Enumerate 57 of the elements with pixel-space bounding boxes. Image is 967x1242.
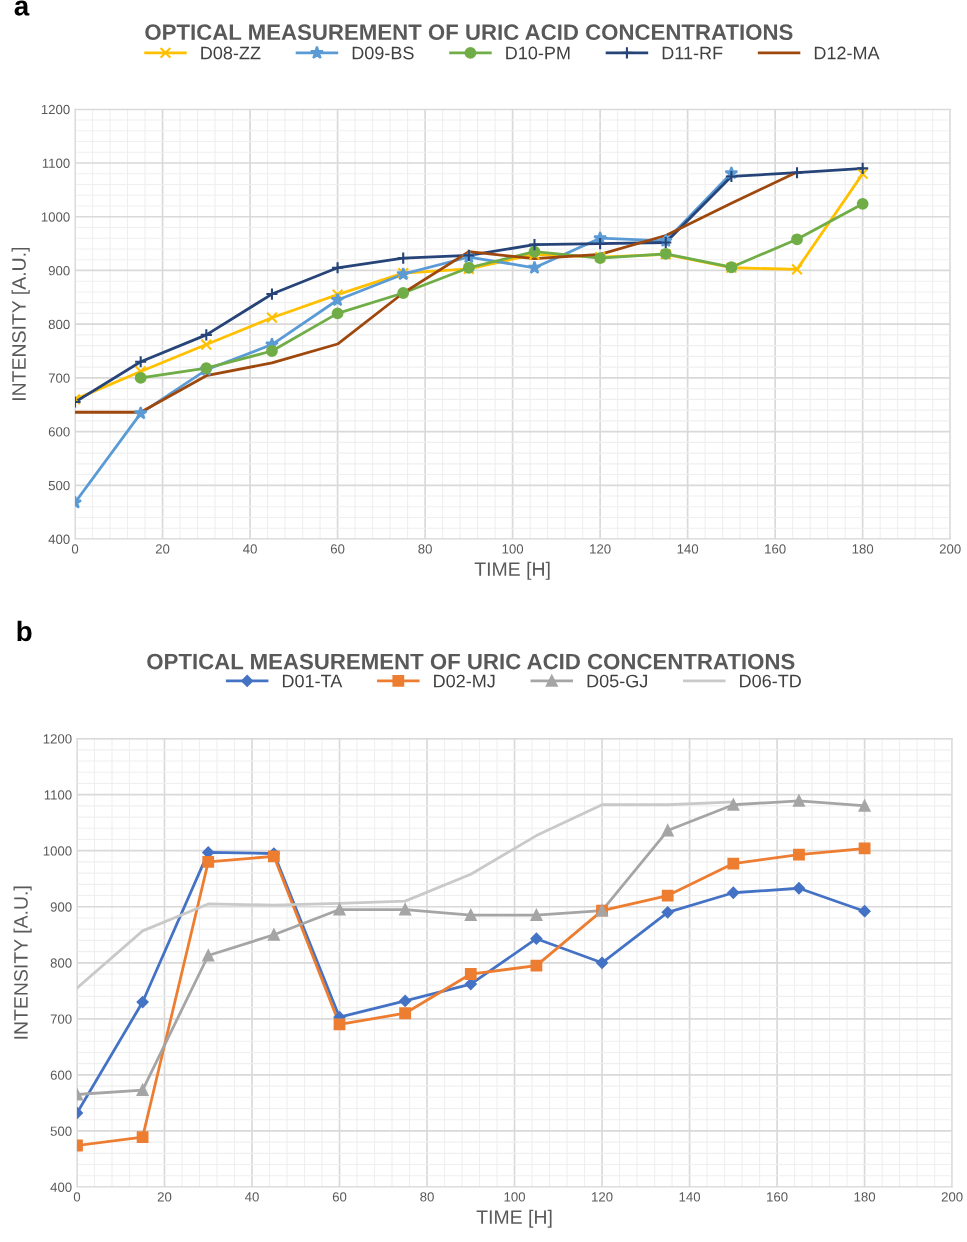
legend-label: D08-ZZ bbox=[201, 46, 261, 60]
x-tick-label: 40 bbox=[243, 544, 257, 554]
y-tick-label: 1200 bbox=[41, 104, 70, 115]
chart-title: OPTICAL MEASUREMENT OF URIC ACID CONCENTRATIONS bbox=[147, 653, 795, 670]
y-axis-title: INTENSITY [A.U.] bbox=[13, 886, 32, 1039]
x-tick-label: 160 bbox=[767, 1192, 788, 1202]
x-tick-label: 80 bbox=[420, 1192, 434, 1202]
x-tick-label: 60 bbox=[330, 544, 345, 554]
x-tick-label: 200 bbox=[941, 1192, 963, 1202]
y-tick-label: 500 bbox=[48, 480, 70, 491]
x-tick-label: 0 bbox=[71, 544, 79, 554]
x-tick-label: 100 bbox=[502, 544, 524, 554]
y-tick-label: 600 bbox=[48, 427, 70, 437]
y-tick-label: 700 bbox=[48, 373, 70, 383]
y-tick-label: 1100 bbox=[44, 790, 72, 800]
legend-label: D02-MJ bbox=[434, 674, 495, 688]
x-tick-label: 20 bbox=[155, 544, 170, 554]
y-tick-label: 400 bbox=[50, 1182, 72, 1192]
legend-label: D06-TD bbox=[740, 674, 801, 688]
y-tick-label: 700 bbox=[50, 1014, 72, 1024]
x-tick-label: 120 bbox=[590, 544, 611, 554]
y-axis-title: INTENSITY [A.U.] bbox=[11, 247, 30, 400]
y-tick-label: 600 bbox=[50, 1070, 72, 1080]
legend-label: D05-GJ bbox=[587, 674, 647, 688]
y-tick-label: 1100 bbox=[42, 158, 70, 168]
x-tick-label: 120 bbox=[592, 1192, 613, 1202]
x-axis-title: TIME [H] bbox=[474, 561, 550, 580]
y-tick-label: 400 bbox=[48, 534, 70, 544]
legend-label: D09-BS bbox=[352, 46, 414, 60]
text: b bbox=[17, 620, 32, 642]
y-tick-label: 500 bbox=[50, 1126, 72, 1136]
y-tick-label: 1000 bbox=[43, 846, 72, 856]
legend-label: D10-PM bbox=[506, 46, 570, 60]
x-tick-label: 60 bbox=[332, 1192, 347, 1202]
x-tick-label: 0 bbox=[73, 1192, 81, 1202]
text: a bbox=[14, 0, 30, 16]
y-tick-label: 800 bbox=[50, 958, 72, 968]
y-tick-label: 900 bbox=[48, 266, 70, 276]
x-tick-label: 20 bbox=[157, 1192, 172, 1202]
x-tick-label: 100 bbox=[504, 1192, 526, 1202]
legend-label: D01-TA bbox=[282, 674, 343, 688]
x-tick-label: 160 bbox=[765, 544, 786, 554]
legend-label: D12-MA bbox=[814, 46, 880, 60]
legend-label: D11-RF bbox=[662, 46, 723, 60]
x-tick-label: 140 bbox=[679, 1192, 701, 1202]
x-tick-label: 180 bbox=[854, 1192, 876, 1202]
x-tick-label: 180 bbox=[852, 544, 874, 554]
chart-title: OPTICAL MEASUREMENT OF URIC ACID CONCENTRATIONS bbox=[145, 24, 793, 41]
y-tick-label: 800 bbox=[48, 319, 70, 330]
y-tick-label: 1000 bbox=[41, 212, 70, 222]
x-axis-title: TIME [H] bbox=[476, 1209, 552, 1228]
y-tick-label: 1200 bbox=[43, 734, 72, 744]
x-tick-label: 40 bbox=[244, 1192, 259, 1202]
x-tick-label: 80 bbox=[418, 544, 432, 554]
x-tick-label: 140 bbox=[677, 544, 699, 554]
y-tick-label: 900 bbox=[50, 902, 72, 912]
x-tick-label: 200 bbox=[939, 544, 961, 554]
